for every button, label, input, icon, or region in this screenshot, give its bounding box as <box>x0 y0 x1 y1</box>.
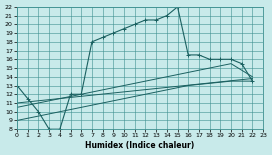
X-axis label: Humidex (Indice chaleur): Humidex (Indice chaleur) <box>85 141 195 150</box>
